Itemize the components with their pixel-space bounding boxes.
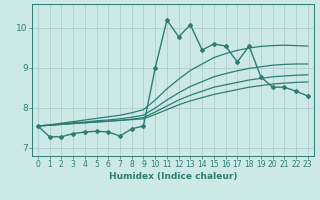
X-axis label: Humidex (Indice chaleur): Humidex (Indice chaleur) (108, 172, 237, 181)
